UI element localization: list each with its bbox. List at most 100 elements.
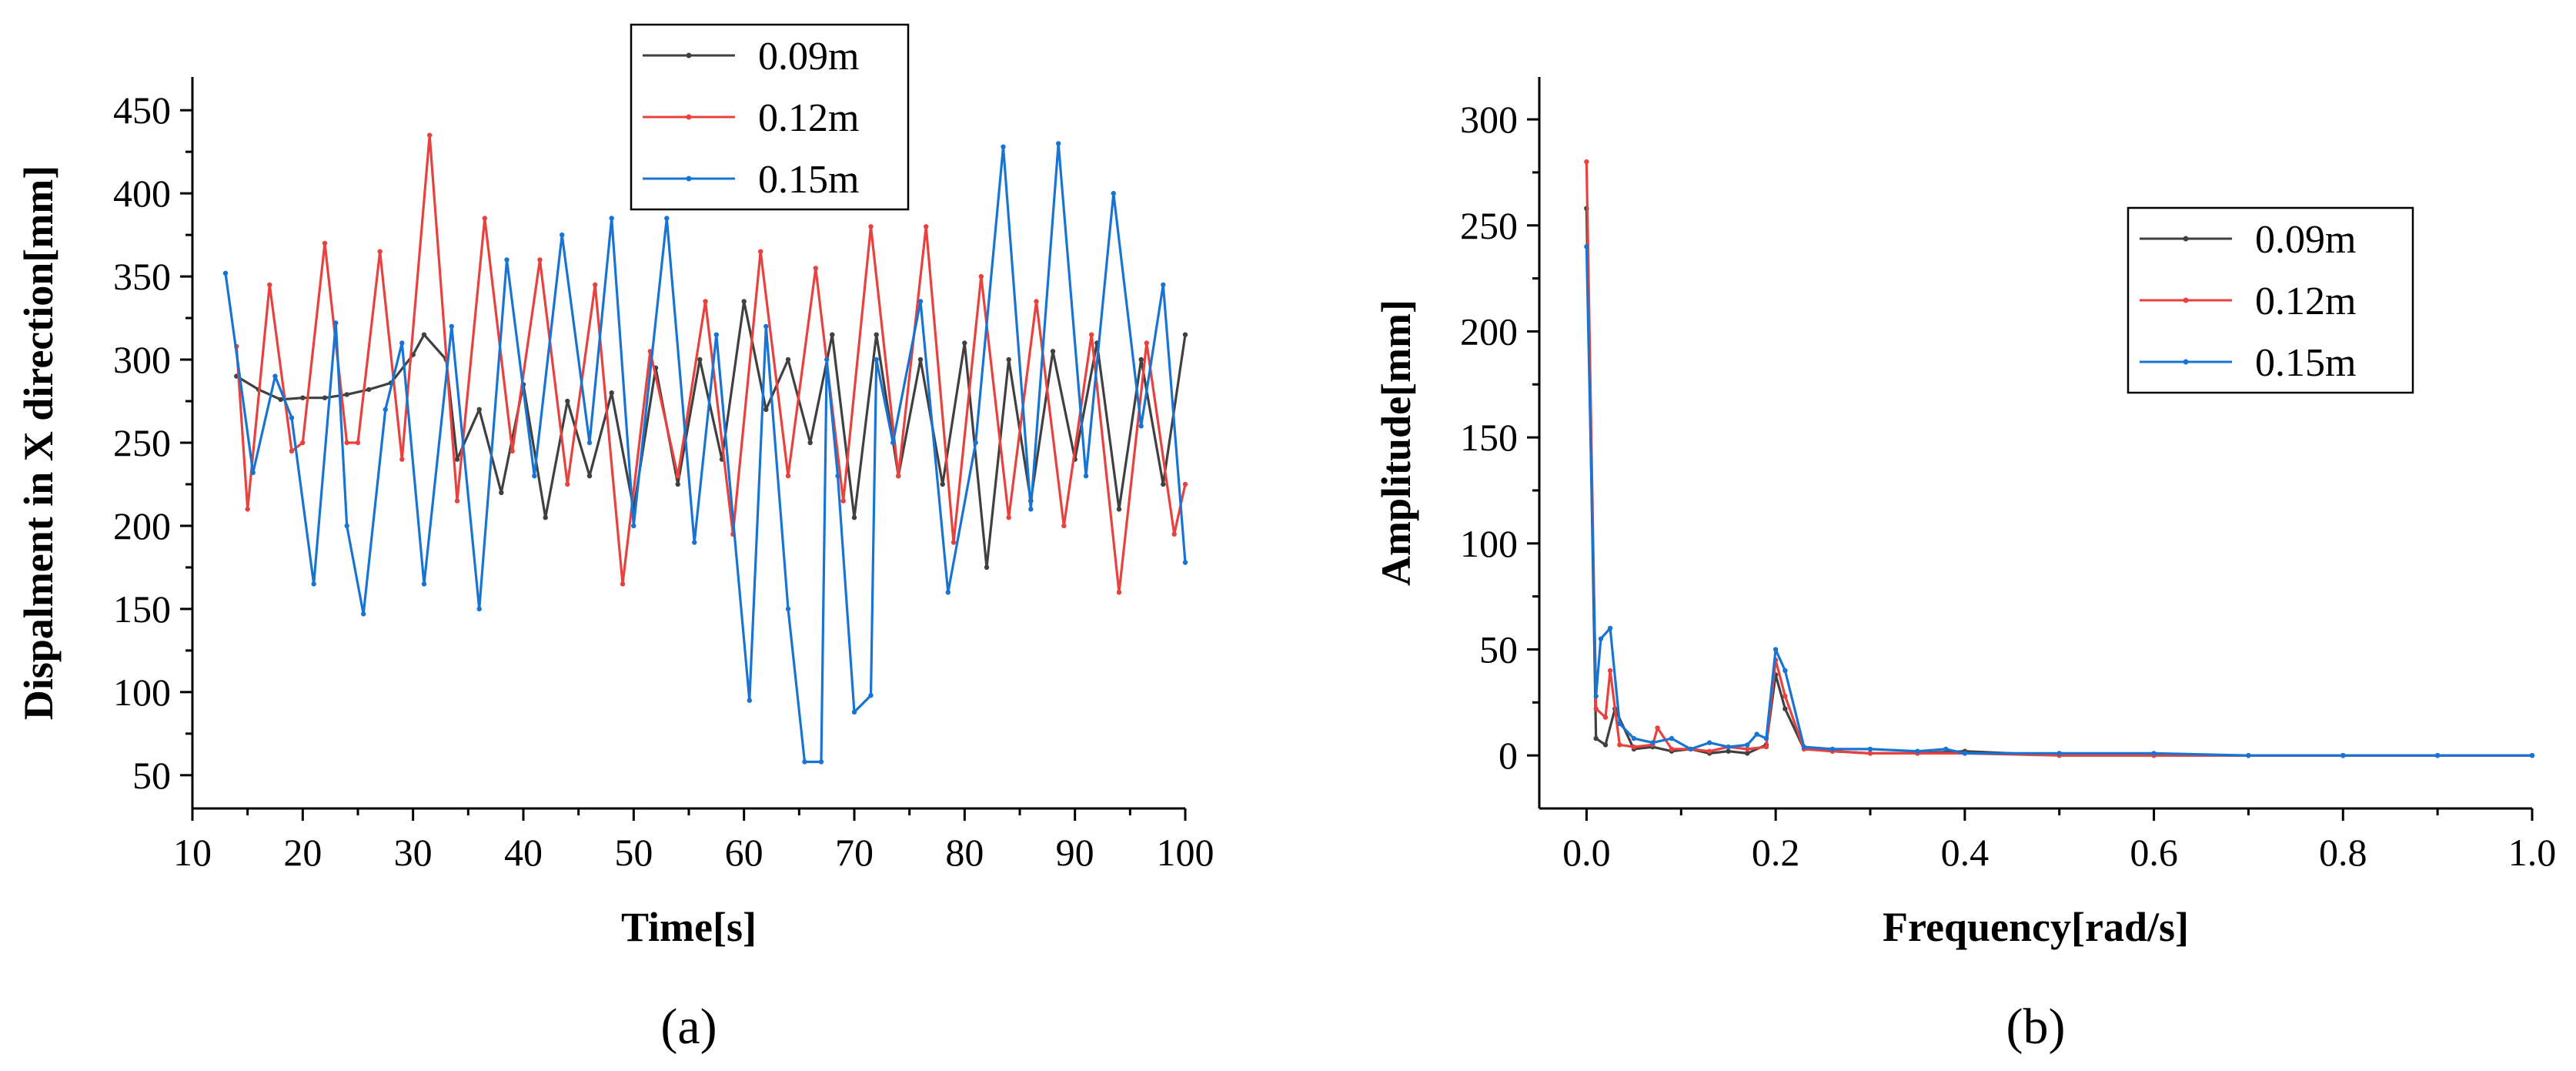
data-point [1669, 735, 1675, 741]
data-point [1006, 515, 1011, 520]
data-point [697, 356, 703, 363]
data-point [1083, 474, 1089, 479]
y-tick-label: 0 [1498, 734, 1518, 777]
data-point [713, 332, 719, 337]
data-point [322, 395, 328, 400]
legend-marker [686, 176, 692, 182]
data-point [747, 698, 752, 703]
data-point [300, 440, 306, 446]
data-point [311, 581, 316, 587]
data-point [1867, 746, 1873, 752]
y-tick-label: 300 [113, 338, 171, 381]
data-point [835, 474, 840, 479]
data-point [1655, 725, 1660, 731]
data-point [851, 515, 857, 520]
data-point [609, 216, 614, 221]
data-point [476, 606, 482, 612]
data-point [1056, 141, 1061, 146]
data-point [962, 340, 967, 346]
data-point [454, 457, 460, 462]
data-point [565, 398, 570, 404]
data-point [1116, 507, 1122, 512]
data-point [1617, 742, 1622, 748]
data-point [813, 266, 819, 271]
legend-marker [2183, 236, 2189, 242]
y-tick-label: 450 [113, 89, 171, 132]
data-point [593, 282, 598, 288]
data-point [675, 481, 680, 487]
data-point [1782, 706, 1788, 711]
data-point [1607, 668, 1613, 674]
chart-b-frequency-amplitude: 0.0 0.2 0.4 0.6 0.8 1.0 0 50 100 150 200 250 300 Freq… [1373, 77, 2556, 1055]
x-tick-label: 100 [1157, 831, 1214, 874]
series-line-0.15m [224, 142, 1187, 764]
data-point [868, 224, 874, 229]
x-tick-label: 50 [614, 831, 653, 874]
data-point [2056, 751, 2062, 756]
y-tick-label: 100 [1460, 522, 1518, 565]
data-point [664, 216, 670, 221]
data-point [361, 611, 366, 617]
y-tick-label: 100 [113, 671, 171, 714]
data-point [476, 407, 482, 412]
data-point [807, 440, 813, 446]
x-tick-label: 30 [394, 831, 433, 874]
data-point [1631, 744, 1637, 750]
data-point [620, 581, 626, 587]
data-point [675, 474, 680, 479]
data-point [1745, 751, 1750, 756]
y-tick-label: 150 [1460, 416, 1518, 459]
data-point [355, 440, 361, 446]
legend-marker [2183, 359, 2189, 365]
x-tick-label: 0.0 [1562, 831, 1611, 874]
data-point [399, 457, 405, 462]
data-point [692, 540, 697, 545]
data-point [586, 474, 593, 479]
data-point [1801, 744, 1807, 750]
data-point [399, 340, 405, 346]
legend-marker [686, 114, 692, 120]
data-point [1182, 560, 1188, 565]
data-point [1915, 748, 1920, 754]
x-tick-label: 40 [504, 831, 543, 874]
data-point [532, 474, 537, 479]
data-point [586, 440, 593, 446]
data-point [1754, 731, 1759, 737]
y-tick-label: 200 [1460, 310, 1518, 353]
data-point [482, 216, 487, 221]
data-point [917, 356, 924, 363]
data-point [840, 498, 846, 504]
data-point [802, 759, 807, 765]
data-point [2151, 751, 2157, 756]
y-tick-label: 350 [113, 255, 171, 298]
data-point [1161, 481, 1166, 487]
legend-label: 0.09m [758, 35, 859, 79]
y-tick-label: 300 [1460, 98, 1518, 141]
data-point [1001, 144, 1006, 149]
data-point [1138, 356, 1144, 363]
data-point [1034, 299, 1039, 304]
data-point [763, 407, 769, 412]
data-point [1631, 735, 1637, 741]
data-point [278, 397, 283, 403]
data-point [973, 440, 978, 446]
data-point [421, 332, 427, 337]
legend-label: 0.12m [758, 96, 859, 140]
data-point [366, 387, 372, 393]
y-tick-label: 50 [132, 754, 171, 797]
data-point [2434, 753, 2441, 758]
y-axis-title: Dispalment in X direction[mm] [15, 166, 62, 720]
data-point [2340, 753, 2346, 758]
data-point [267, 282, 272, 288]
data-point [1593, 693, 1599, 699]
data-point [1763, 744, 1769, 750]
legend-marker [2183, 297, 2189, 303]
data-point [785, 356, 791, 363]
x-tick-label: 20 [283, 831, 322, 874]
data-point [344, 392, 349, 397]
data-point [1763, 735, 1769, 741]
x-tick-label: 10 [173, 831, 212, 874]
data-point [289, 415, 295, 420]
data-point [1782, 693, 1788, 699]
